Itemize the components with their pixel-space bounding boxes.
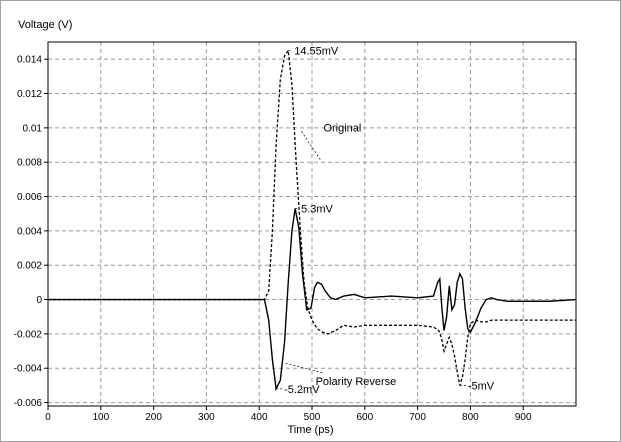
y-tick-label: 0.014 (17, 55, 42, 66)
y-ticks: -0.006 -0.004 -0.002 0 0.002 0.004 0.006 0.008 0… (14, 55, 48, 409)
x-tick-label: 200 (145, 412, 162, 423)
y-tick-label: -0.002 (14, 329, 43, 340)
y-tick-label: 0.002 (17, 261, 42, 272)
y-tick-label: 0.008 (17, 158, 42, 169)
annotation-label: -5.2mV (284, 384, 320, 396)
annotation-label: Original (323, 122, 361, 134)
series-original (48, 48, 576, 386)
x-tick-label: 900 (515, 412, 532, 423)
annotation-leader (301, 131, 322, 162)
annotation-label: -5mV (468, 380, 495, 392)
series-group (48, 48, 577, 392)
y-tick-label: -0.004 (14, 364, 43, 375)
series-polarity-reverse (48, 208, 577, 392)
x-tick-label: 500 (304, 412, 321, 423)
x-tick-label: 700 (409, 412, 426, 423)
grid (48, 42, 576, 406)
annotation-leader (285, 362, 324, 374)
y-tick-label: 0.004 (17, 226, 42, 237)
x-tick-label: 400 (251, 412, 268, 423)
y-axis-label: Voltage (V) (18, 19, 73, 31)
x-axis-label: Time (ps) (287, 424, 334, 436)
x-tick-label: 800 (462, 412, 479, 423)
y-tick-label: 0 (36, 295, 42, 306)
y-tick-label: 0.006 (17, 192, 42, 203)
x-tick-label: 0 (45, 412, 51, 423)
y-tick-label: -0.006 (14, 398, 43, 409)
x-tick-label: 300 (198, 412, 215, 423)
annotation-label: Polarity Reverse (316, 376, 397, 388)
x-tick-label: 100 (92, 412, 109, 423)
annotations-group: 14.55mV Original 5.3mV Polarity Reverse-5.2… (276, 46, 495, 396)
x-tick-label: 600 (356, 412, 373, 423)
annotation-label: 14.55mV (294, 46, 339, 58)
annotation-label: 5.3mV (301, 204, 333, 216)
y-tick-label: 0.01 (23, 123, 43, 134)
x-ticks: 0 100 200 300 400 500 600 700 800 900 (45, 406, 532, 423)
y-tick-label: 0.012 (17, 89, 42, 100)
